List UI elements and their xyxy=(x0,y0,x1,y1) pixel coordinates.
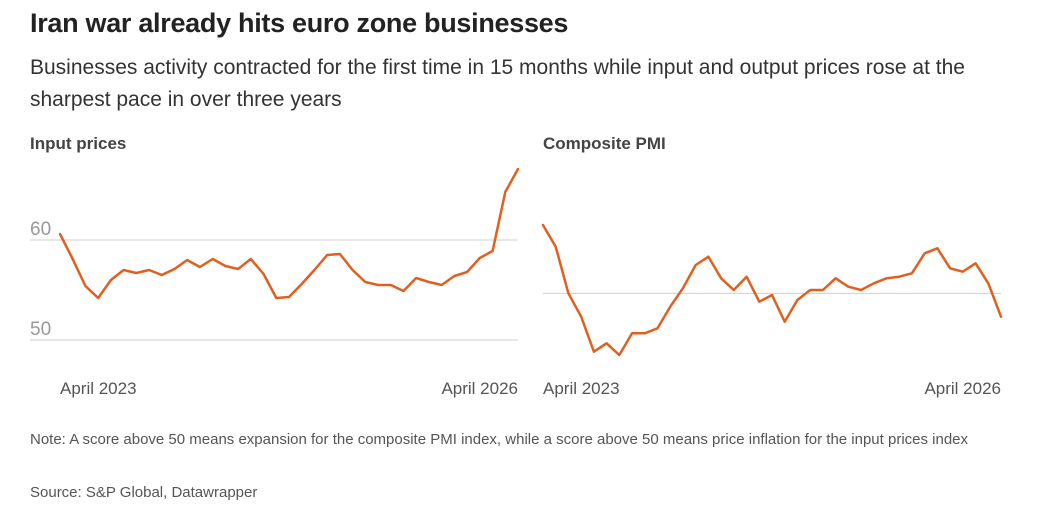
chart-title: Iran war already hits euro zone business… xyxy=(30,8,569,38)
chart-note: Note: A score above 50 means expansion f… xyxy=(30,431,969,448)
composite-pmi-panel-title: Composite PMI xyxy=(543,134,666,153)
chart-source: Source: S&P Global, Datawrapper xyxy=(30,484,258,501)
composite-pmi-chart: April 2023 April 2026 xyxy=(541,223,1003,398)
input-prices-panel-title: Input prices xyxy=(30,134,127,153)
input-prices-chart: 50 60 April 2023 April 2026 xyxy=(30,167,520,398)
input-prices-x-tick-start: April 2023 xyxy=(60,379,137,398)
composite-pmi-x-tick-start: April 2023 xyxy=(543,379,620,398)
chart-subtitle: Businesses activity contracted for the f… xyxy=(30,56,965,111)
input-prices-x-tick-end: April 2026 xyxy=(441,379,518,398)
input-prices-series-line xyxy=(58,167,520,300)
input-prices-y-tick-60: 60 xyxy=(30,219,51,240)
composite-pmi-series-line xyxy=(541,223,1003,357)
input-prices-y-tick-50: 50 xyxy=(30,319,51,340)
composite-pmi-x-tick-end: April 2026 xyxy=(924,379,1001,398)
